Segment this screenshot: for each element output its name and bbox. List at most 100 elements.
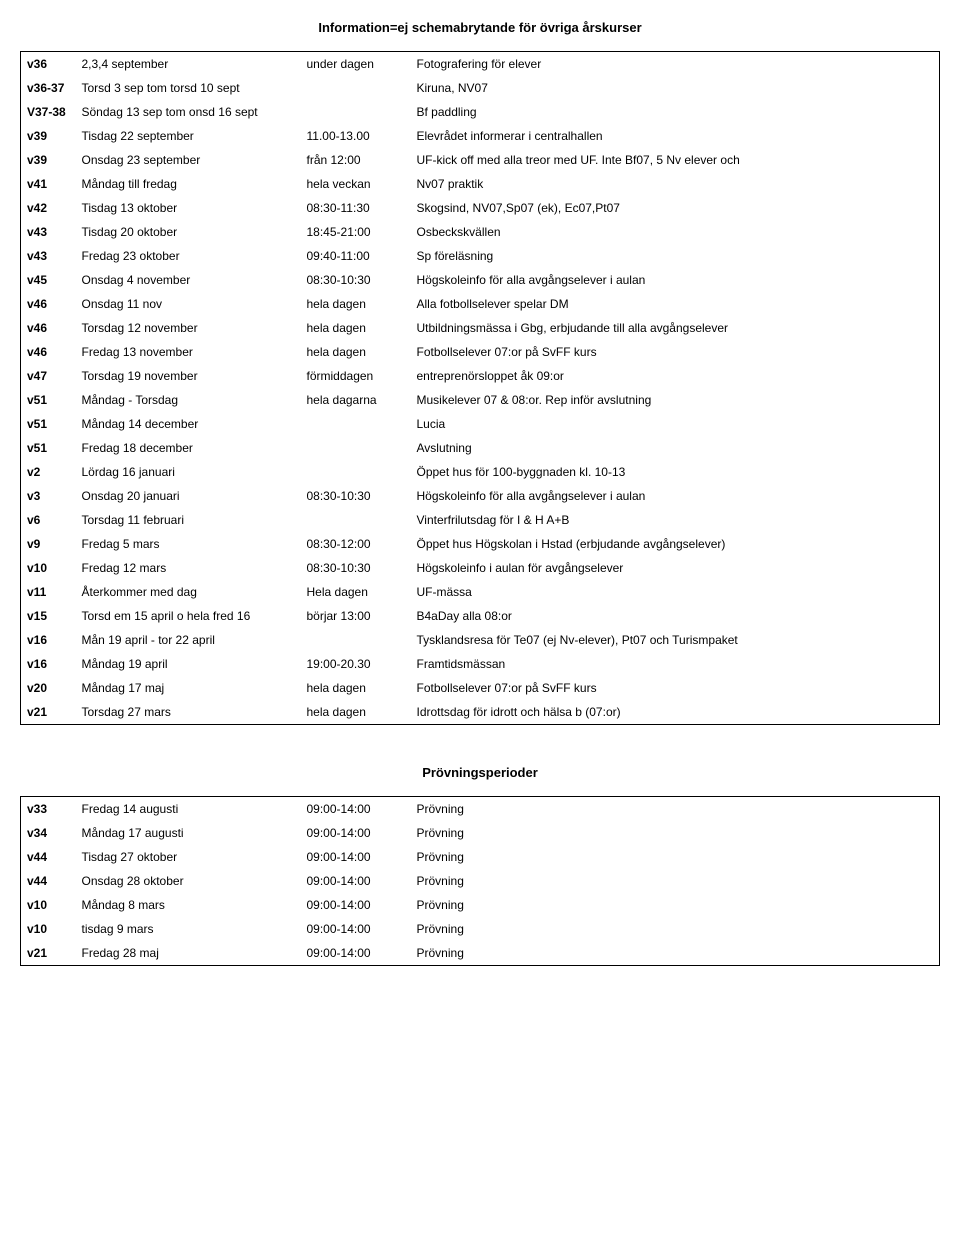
date-cell: Onsdag 20 januari [76, 484, 301, 508]
date-cell: Måndag 19 april [76, 652, 301, 676]
date-cell: Onsdag 23 september [76, 148, 301, 172]
week-cell: v46 [21, 292, 76, 316]
table-row: v43Fredag 23 oktober09:40-11:00Sp förelä… [21, 244, 940, 268]
date-cell: Återkommer med dag [76, 580, 301, 604]
time-cell: 09:00-14:00 [301, 821, 411, 845]
date-cell: Torsd 3 sep tom torsd 10 sept [76, 76, 301, 100]
date-cell: Måndag 14 december [76, 412, 301, 436]
time-cell [301, 436, 411, 460]
date-cell: Mån 19 april - tor 22 april [76, 628, 301, 652]
info-cell: Öppet hus för 100-byggnaden kl. 10-13 [411, 460, 940, 484]
table-row: v39Tisdag 22 september11.00-13.00Elevråd… [21, 124, 940, 148]
date-cell: Fredag 14 augusti [76, 797, 301, 822]
info-cell: Musikelever 07 & 08:or. Rep inför avslut… [411, 388, 940, 412]
info-cell: Avslutning [411, 436, 940, 460]
date-cell: 2,3,4 september [76, 52, 301, 77]
date-cell: Onsdag 28 oktober [76, 869, 301, 893]
date-cell: Torsdag 11 februari [76, 508, 301, 532]
week-cell: v34 [21, 821, 76, 845]
table-row: v34Måndag 17 augusti09:00-14:00Prövning [21, 821, 940, 845]
week-cell: v36 [21, 52, 76, 77]
table-row: v36-37Torsd 3 sep tom torsd 10 septKirun… [21, 76, 940, 100]
time-cell: 18:45-21:00 [301, 220, 411, 244]
info-cell: Framtidsmässan [411, 652, 940, 676]
info-cell: Prövning [411, 893, 940, 917]
info-cell: Högskoleinfo för alla avgångselever i au… [411, 268, 940, 292]
date-cell: tisdag 9 mars [76, 917, 301, 941]
table-row: v45Onsdag 4 november08:30-10:30Högskolei… [21, 268, 940, 292]
info-cell: Fotbollselever 07:or på SvFF kurs [411, 340, 940, 364]
time-cell: 08:30-10:30 [301, 556, 411, 580]
week-cell: v16 [21, 652, 76, 676]
week-cell: v20 [21, 676, 76, 700]
table-row: v16Mån 19 april - tor 22 aprilTysklandsr… [21, 628, 940, 652]
table-row: v47Torsdag 19 novemberförmiddagenentrepr… [21, 364, 940, 388]
week-cell: v10 [21, 556, 76, 580]
time-cell [301, 100, 411, 124]
week-cell: v21 [21, 941, 76, 966]
info-cell: Elevrådet informerar i centralhallen [411, 124, 940, 148]
time-cell: 11.00-13.00 [301, 124, 411, 148]
time-cell [301, 628, 411, 652]
info-cell: Utbildningsmässa i Gbg, erbjudande till … [411, 316, 940, 340]
info-cell: Fotbollselever 07:or på SvFF kurs [411, 676, 940, 700]
time-cell: hela dagen [301, 340, 411, 364]
date-cell: Torsdag 27 mars [76, 700, 301, 725]
date-cell: Måndag 8 mars [76, 893, 301, 917]
week-cell: v44 [21, 869, 76, 893]
time-cell: förmiddagen [301, 364, 411, 388]
date-cell: Tisdag 27 oktober [76, 845, 301, 869]
table-row: v44Onsdag 28 oktober09:00-14:00Prövning [21, 869, 940, 893]
info-cell: B4aDay alla 08:or [411, 604, 940, 628]
table-row: v46Torsdag 12 novemberhela dagenUtbildni… [21, 316, 940, 340]
time-cell: under dagen [301, 52, 411, 77]
table-row: v44Tisdag 27 oktober09:00-14:00Prövning [21, 845, 940, 869]
time-cell: 09:00-14:00 [301, 845, 411, 869]
date-cell: Fredag 18 december [76, 436, 301, 460]
week-cell: v6 [21, 508, 76, 532]
time-cell [301, 508, 411, 532]
week-cell: v43 [21, 220, 76, 244]
week-cell: v10 [21, 893, 76, 917]
week-cell: v47 [21, 364, 76, 388]
table-row: v21Torsdag 27 marshela dagenIdrottsdag f… [21, 700, 940, 725]
date-cell: Fredag 28 maj [76, 941, 301, 966]
week-cell: v16 [21, 628, 76, 652]
date-cell: Onsdag 4 november [76, 268, 301, 292]
table-row: v46Onsdag 11 novhela dagenAlla fotbollse… [21, 292, 940, 316]
info-cell: Prövning [411, 941, 940, 966]
info-cell: Lucia [411, 412, 940, 436]
date-cell: Måndag 17 augusti [76, 821, 301, 845]
week-cell: v51 [21, 412, 76, 436]
table-row: v43Tisdag 20 oktober18:45-21:00Osbeckskv… [21, 220, 940, 244]
table-row: v33Fredag 14 augusti09:00-14:00Prövning [21, 797, 940, 822]
time-cell: 09:00-14:00 [301, 797, 411, 822]
table-row: v46Fredag 13 novemberhela dagenFotbollse… [21, 340, 940, 364]
date-cell: Fredag 23 oktober [76, 244, 301, 268]
table-row: V37-38Söndag 13 sep tom onsd 16 septBf p… [21, 100, 940, 124]
info-cell: Alla fotbollselever spelar DM [411, 292, 940, 316]
table-row: v51Måndag - Torsdaghela dagarnaMusikelev… [21, 388, 940, 412]
info-cell: Högskoleinfo för alla avgångselever i au… [411, 484, 940, 508]
date-cell: Söndag 13 sep tom onsd 16 sept [76, 100, 301, 124]
time-cell [301, 412, 411, 436]
time-cell: hela veckan [301, 172, 411, 196]
time-cell: hela dagen [301, 700, 411, 725]
date-cell: Fredag 13 november [76, 340, 301, 364]
table-row: v3Onsdag 20 januari08:30-10:30Högskolein… [21, 484, 940, 508]
info-cell: Nv07 praktik [411, 172, 940, 196]
info-cell: Högskoleinfo i aulan för avgångselever [411, 556, 940, 580]
week-cell: v45 [21, 268, 76, 292]
week-cell: v43 [21, 244, 76, 268]
week-cell: v51 [21, 388, 76, 412]
table-row: v11Återkommer med dagHela dagenUF-mässa [21, 580, 940, 604]
week-cell: v42 [21, 196, 76, 220]
table-row: v41Måndag till fredaghela veckanNv07 pra… [21, 172, 940, 196]
info-cell: UF-mässa [411, 580, 940, 604]
date-cell: Måndag till fredag [76, 172, 301, 196]
week-cell: v9 [21, 532, 76, 556]
week-cell: v51 [21, 436, 76, 460]
info-cell: Fotografering för elever [411, 52, 940, 77]
table-row: v362,3,4 septemberunder dagenFotograferi… [21, 52, 940, 77]
time-cell: hela dagen [301, 316, 411, 340]
